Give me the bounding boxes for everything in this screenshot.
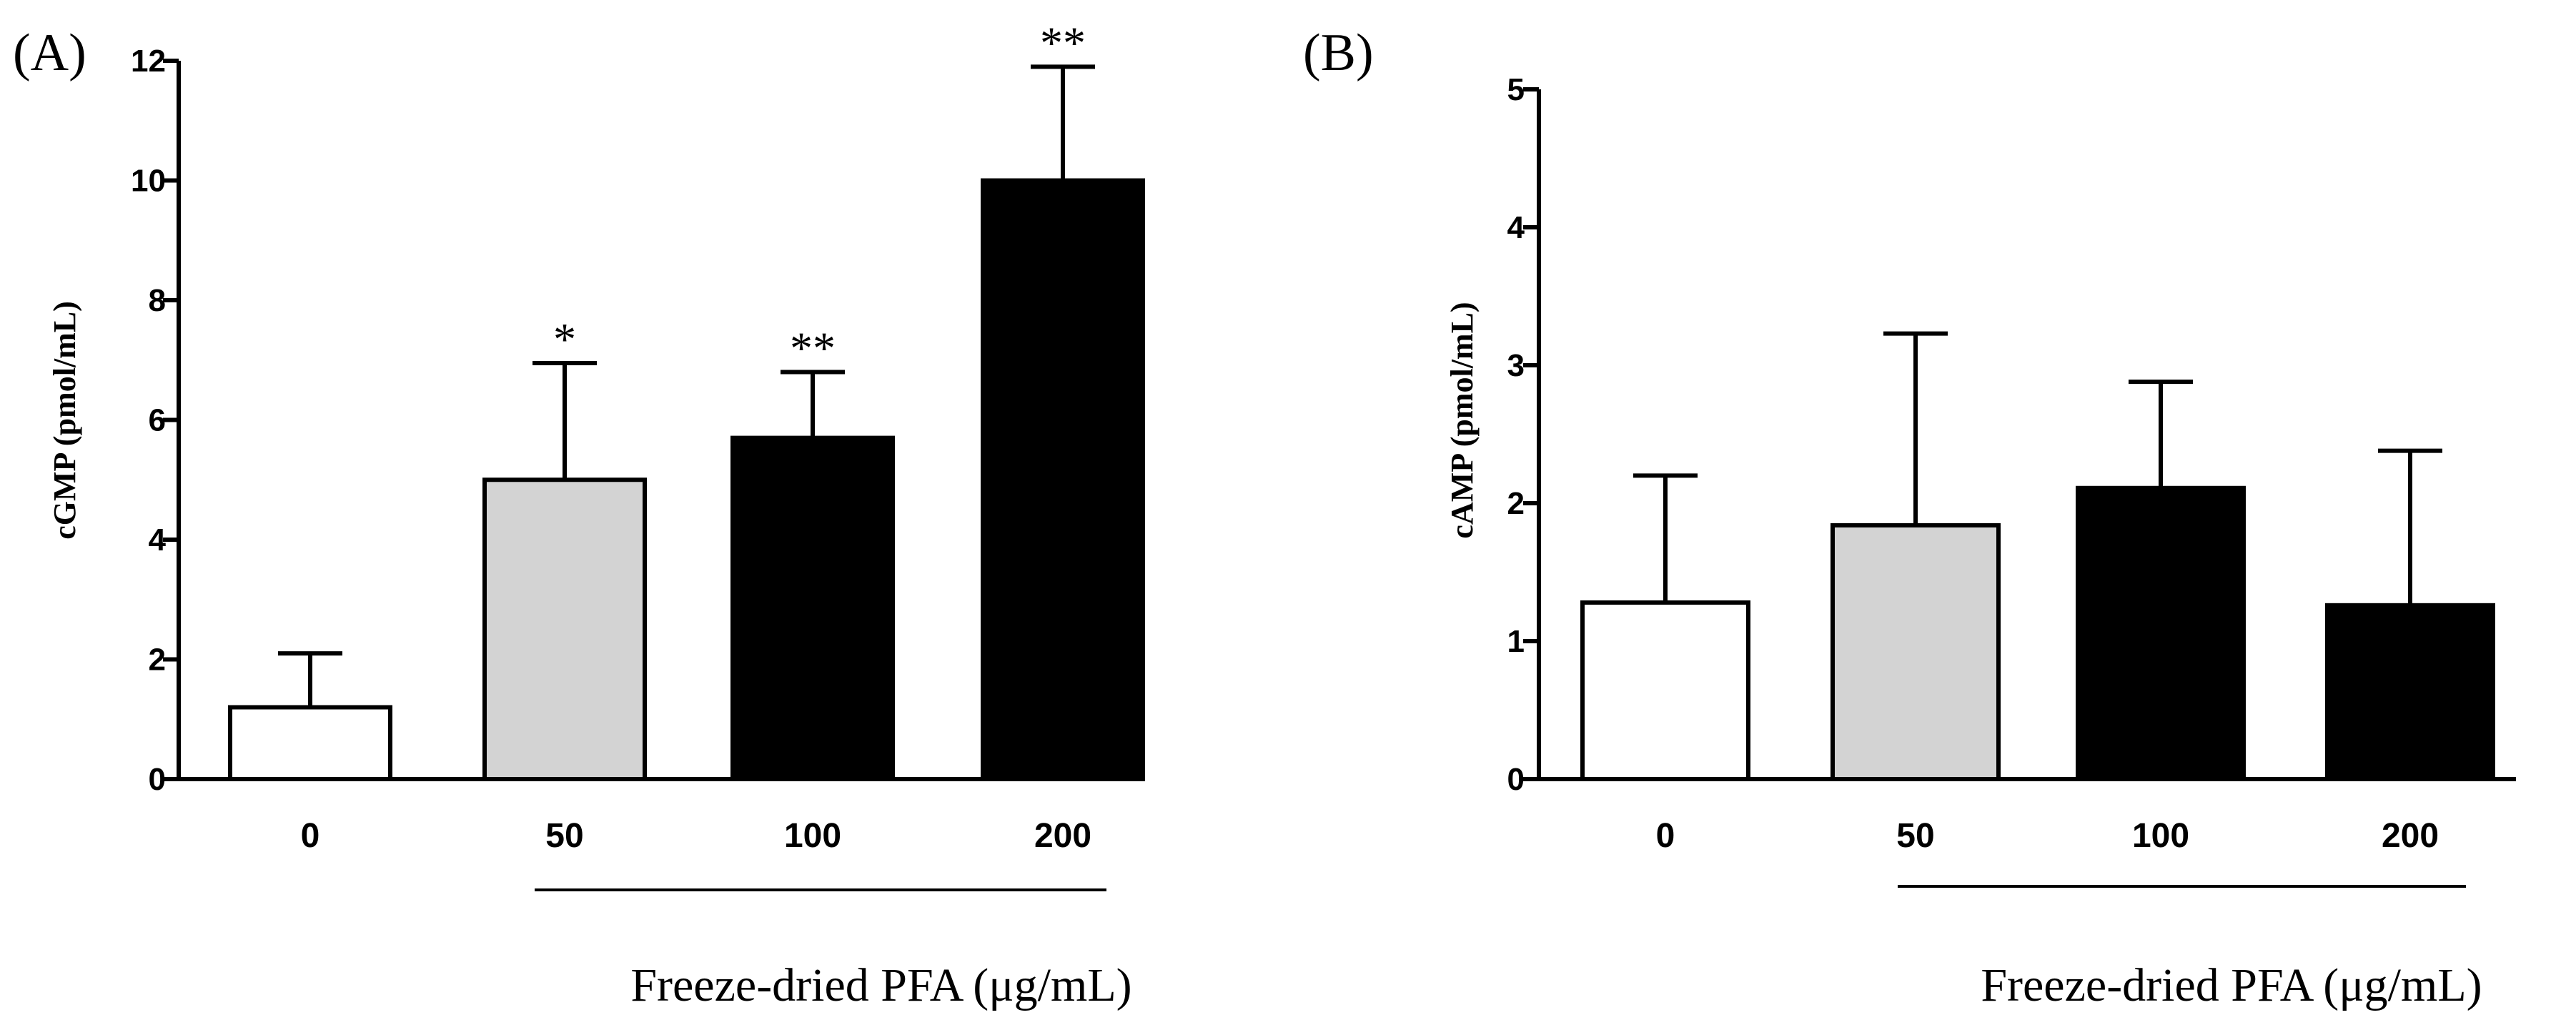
- y-tick-label: 4: [149, 523, 167, 558]
- bar-200: [2325, 603, 2495, 781]
- y-tick-label: 2: [1507, 486, 1525, 521]
- x-axis-title: Freeze-dried PFA (μg/mL): [630, 959, 1131, 1011]
- y-tick-label: 1: [1507, 624, 1525, 659]
- significance-mark: *: [553, 314, 576, 365]
- panel-a-cgmp-chart: (A) cGMP (pmol/mL) 0 2 4 6 8 10 12 0 * 50 ** 100 ** 200…: [13, 17, 1145, 1011]
- y-tick-label: 4: [1507, 210, 1525, 245]
- y-axis-title: cGMP (pmol/mL): [47, 301, 82, 540]
- y-tick-label: 8: [149, 283, 166, 318]
- y-tick-label: 0: [1507, 762, 1525, 797]
- x-tick-label: 50: [545, 817, 583, 855]
- significance-mark: **: [790, 323, 836, 374]
- x-tick-label: 100: [784, 817, 841, 855]
- bar-200: [981, 178, 1145, 781]
- bar-0: [1580, 600, 1750, 782]
- y-tick-label: 0: [149, 762, 166, 797]
- y-axis-title: cAMP (pmol/mL): [1445, 302, 1480, 538]
- x-tick-label: 200: [2382, 817, 2439, 855]
- x-tick-label: 0: [1656, 817, 1675, 855]
- bar-100: [730, 435, 895, 781]
- bar-0: [228, 705, 392, 781]
- y-tick-label: 3: [1507, 348, 1525, 383]
- x-tick-label: 200: [1034, 817, 1091, 855]
- bar-50: [482, 477, 647, 781]
- significance-mark: **: [1040, 17, 1086, 68]
- panel-label: (B): [1303, 24, 1374, 82]
- bar-100: [2076, 485, 2246, 782]
- x-tick-label: 0: [301, 817, 320, 855]
- y-tick-label: 2: [149, 643, 166, 678]
- y-tick-label: 6: [149, 403, 166, 438]
- bar-50: [1831, 523, 2001, 781]
- panel-label: (A): [13, 24, 86, 82]
- x-axis-title: Freeze-dried PFA (μg/mL): [1981, 959, 2482, 1011]
- y-tick-label: 10: [131, 164, 166, 199]
- x-tick-label: 50: [1896, 817, 1934, 855]
- y-tick-label: 5: [1507, 72, 1525, 107]
- y-tick-label: 12: [131, 44, 166, 79]
- x-tick-label: 100: [2132, 817, 2189, 855]
